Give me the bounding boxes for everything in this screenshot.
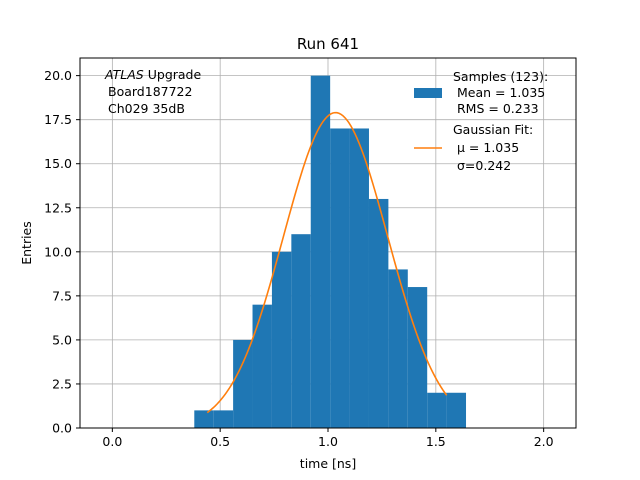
histogram-bar <box>368 198 389 428</box>
chart-title: Run 641 <box>297 35 359 53</box>
histogram-bar <box>407 287 428 428</box>
y-tick-label: 2.5 <box>52 376 72 391</box>
histogram-bars <box>194 75 467 428</box>
x-tick-label: 0.5 <box>210 434 230 449</box>
histogram-bar <box>446 392 467 428</box>
y-tick-label: 5.0 <box>52 332 72 347</box>
histogram-bar <box>388 269 408 428</box>
histogram-bar <box>233 339 253 428</box>
annotation-line-1: ATLAS Upgrade <box>104 67 201 82</box>
x-tick-label: 0.0 <box>102 434 122 449</box>
histogram-bar <box>291 234 311 428</box>
y-tick-label: 7.5 <box>52 288 72 303</box>
axis-ticks: 0.0 0.5 1.0 1.5 2.0 0.0 2.5 5.0 7.5 10.0 12.5 15.0 1… <box>44 68 553 449</box>
annotation-line-3: Ch029 35dB <box>108 101 185 116</box>
legend-fit-line-3: σ=0.242 <box>457 158 511 173</box>
y-tick-label: 12.5 <box>44 200 72 215</box>
y-axis-label: Entries <box>19 221 34 265</box>
legend-samples-line-1: Samples (123): <box>453 69 548 84</box>
x-tick-label: 1.0 <box>318 434 338 449</box>
histogram-bar <box>349 128 369 428</box>
histogram-bar <box>194 410 214 428</box>
y-tick-label: 0.0 <box>52 421 72 436</box>
y-tick-label: 20.0 <box>44 68 72 83</box>
y-tick-label: 10.0 <box>44 244 72 259</box>
legend-samples-line-2: Mean = 1.035 <box>457 85 545 100</box>
y-tick-label: 15.0 <box>44 156 72 171</box>
y-tick-label: 17.5 <box>44 112 72 127</box>
histogram-bar <box>252 304 272 428</box>
annotation-italic: ATLAS <box>104 67 144 82</box>
x-tick-label: 2.0 <box>534 434 554 449</box>
histogram-bar <box>330 128 350 428</box>
histogram-bar <box>213 410 234 428</box>
histogram-bar <box>271 251 292 428</box>
annotation-line-1-rest: Upgrade <box>148 67 202 82</box>
legend-samples-line-3: RMS = 0.233 <box>457 101 539 116</box>
annotation-box: ATLAS Upgrade Board187722 Ch029 35dB <box>104 67 201 116</box>
legend: Samples (123): Mean = 1.035 RMS = 0.233 … <box>414 69 548 173</box>
x-axis-label: time [ns] <box>300 456 356 471</box>
legend-fit-line-2: μ = 1.035 <box>457 140 519 155</box>
gaussian-fit <box>206 111 448 414</box>
legend-fit-line-1: Gaussian Fit: <box>453 122 533 137</box>
legend-swatch-samples <box>414 88 442 98</box>
fit-curve <box>206 111 448 414</box>
x-tick-label: 1.5 <box>426 434 446 449</box>
histogram-bar <box>310 75 331 428</box>
histogram-bar <box>427 392 447 428</box>
annotation-line-2: Board187722 <box>108 84 192 99</box>
